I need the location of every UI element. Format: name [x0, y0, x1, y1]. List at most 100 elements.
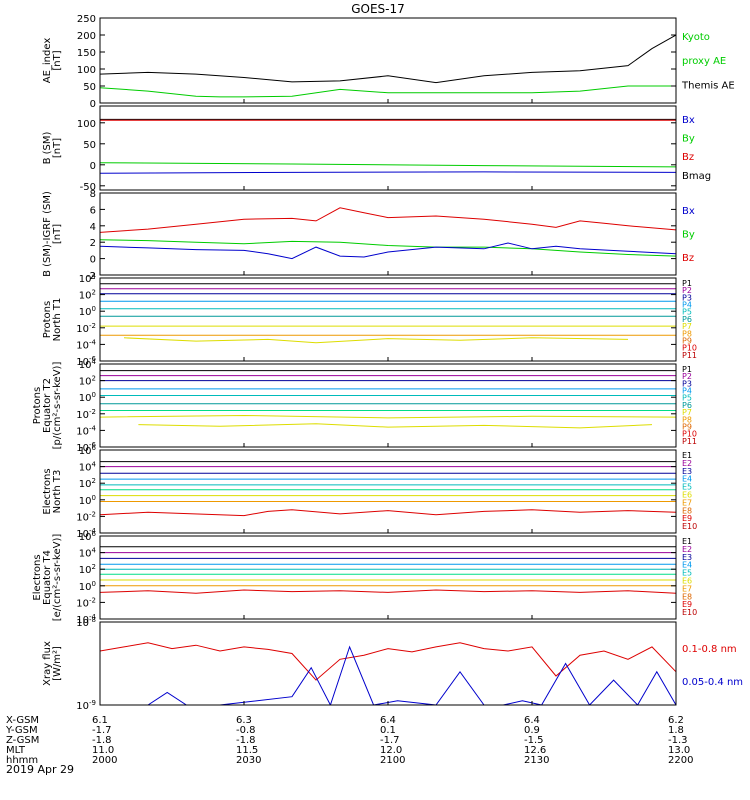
legend-entry: Bx	[682, 115, 695, 126]
series-line-p9	[138, 423, 653, 429]
panel-ae: 0 50 100 150 200 250 AE_index [nT] Kyoto proxy AE…	[42, 14, 735, 110]
legend-entry: P4	[682, 387, 692, 396]
legend-entry: E7	[682, 584, 692, 593]
series-group	[100, 118, 676, 174]
y-tick-label: 100	[79, 391, 96, 404]
y-axis-label: [e/(cm²-s-sr-keV)]	[52, 534, 63, 622]
legend-entry: P10	[682, 430, 697, 439]
x-tick-value: 2000	[92, 755, 117, 766]
x-tick-value: 6.2	[668, 715, 684, 726]
legend-entry: P2	[682, 372, 692, 381]
legend-entry: 0.1-0.8 nm	[682, 644, 737, 655]
legend-entry: E6	[682, 577, 692, 586]
y-axis-label: Electrons	[42, 468, 53, 514]
x-tick-value: 2130	[524, 755, 549, 766]
y-tick-label: 102	[79, 375, 96, 388]
y-tick-label: 104	[79, 358, 97, 371]
legend-entry: E7	[682, 498, 692, 507]
x-row-label: MLT	[6, 745, 26, 756]
y-axis-label: AE_index	[42, 38, 53, 84]
series-group	[100, 207, 676, 260]
panel-db: -2 0 2 4 6 8 B (SM)-IGRF (SM) [nT] Bx By Bz	[42, 189, 695, 282]
legend-entry: P5	[682, 308, 692, 317]
y-axis-label: Equator T4	[42, 550, 53, 605]
y-axis-label: [nT]	[52, 138, 63, 158]
x-tick-value: -1.7	[92, 725, 112, 736]
panel-frame	[99, 449, 677, 534]
legend-entry: P4	[682, 301, 692, 310]
x-tick-value: -1.8	[92, 735, 112, 746]
y-axis-label: Protons	[42, 301, 53, 338]
legend-entry: Bx	[682, 206, 695, 217]
legend-entry: P8	[682, 329, 692, 338]
y-axis-label: Xray flux	[42, 641, 53, 686]
series-line-bz	[100, 207, 676, 233]
legend-entry: E8	[682, 592, 692, 601]
y-tick-label: 10-8	[76, 616, 96, 629]
panel-b: -50 0 50 100 B (SM) [nT] Bx By Bz Bmag	[42, 105, 711, 193]
legend-entry: E4	[682, 475, 692, 484]
y-tick-label: 10-9	[76, 699, 96, 712]
legend-entry: E9	[682, 514, 692, 523]
series-line-p9	[123, 337, 629, 344]
legend-entry: E6	[682, 491, 692, 500]
y-tick-label: 102	[79, 289, 96, 302]
legend-entry: P7	[682, 408, 692, 417]
legend-entry: Bmag	[682, 171, 711, 182]
y-tick-label: 10-6	[76, 441, 96, 454]
y-tick-label: 6	[90, 205, 96, 216]
legend-entry: P1	[682, 279, 692, 288]
y-tick-label: 104	[79, 272, 97, 285]
legend-entry: Themis AE	[681, 80, 735, 91]
panel-frame	[99, 621, 677, 706]
panel-ee: 10-4 10-2 100 102 104 106 Electrons Equator T4[…	[32, 530, 697, 626]
series-line-0-05-0-4-nm	[147, 645, 676, 705]
x-tick-value: 2100	[380, 755, 405, 766]
x-tick-value: 12.6	[524, 745, 546, 756]
legend-entry: Kyoto	[682, 32, 710, 43]
x-tick-value: -1.8	[236, 735, 256, 746]
legend-entry: P2	[682, 286, 692, 295]
y-tick-label: 0	[90, 99, 96, 110]
y-tick-label: 100	[79, 580, 96, 593]
x-row-label: Y-GSM	[5, 725, 38, 736]
x-tick-value: 11.5	[236, 745, 258, 756]
x-axis-table: X-GSMY-GSMZ-GSMMLThhmm6.1-1.7-1.811.0200…	[5, 715, 693, 766]
series-line-bx	[100, 171, 676, 174]
panel-pn: 10-6 10-4 10-2 100 102 104 Protons North T1 P1P2…	[42, 272, 697, 368]
legend-entry: P6	[682, 401, 692, 410]
y-tick-label: 250	[77, 14, 96, 25]
series-line-e9	[100, 589, 676, 594]
y-tick-label: 100	[79, 494, 96, 507]
y-tick-label: 102	[79, 477, 96, 490]
y-tick-label: 102	[79, 563, 96, 576]
series-group	[100, 370, 676, 429]
series-line-kyoto-proxy-ae	[100, 85, 676, 98]
series-group	[100, 34, 676, 98]
panel-frame	[99, 192, 677, 276]
legend-entry: P1	[682, 365, 692, 374]
x-tick-value: 2200	[668, 755, 693, 766]
x-tick-value: 6.4	[524, 715, 540, 726]
legend-entry: E10	[682, 522, 697, 531]
series-line-0-1-0-8-nm	[100, 642, 676, 681]
y-tick-label: 10-4	[76, 338, 96, 351]
plot-title: GOES-17	[351, 2, 405, 16]
legend-entry: E3	[682, 553, 692, 562]
x-tick-value: -1.5	[524, 735, 544, 746]
y-tick-label: 100	[79, 305, 96, 318]
legend-entry: E9	[682, 600, 692, 609]
legend-entry: Bz	[682, 253, 694, 264]
legend-entry: P7	[682, 322, 692, 331]
legend-entry: E4	[682, 561, 692, 570]
y-tick-label: 50	[83, 140, 96, 151]
y-axis-label: [p/(cm²-s-sr-keV)]	[52, 362, 63, 450]
legend-entry: E2	[682, 545, 692, 554]
legend-entry: E2	[682, 459, 692, 468]
legend-entry: P3	[682, 293, 692, 302]
y-tick-label: 200	[77, 31, 96, 42]
x-tick-value: 11.0	[92, 745, 114, 756]
panel-pe: 10-6 10-4 10-2 100 102 104 Protons Equator T2 [p…	[32, 358, 697, 454]
